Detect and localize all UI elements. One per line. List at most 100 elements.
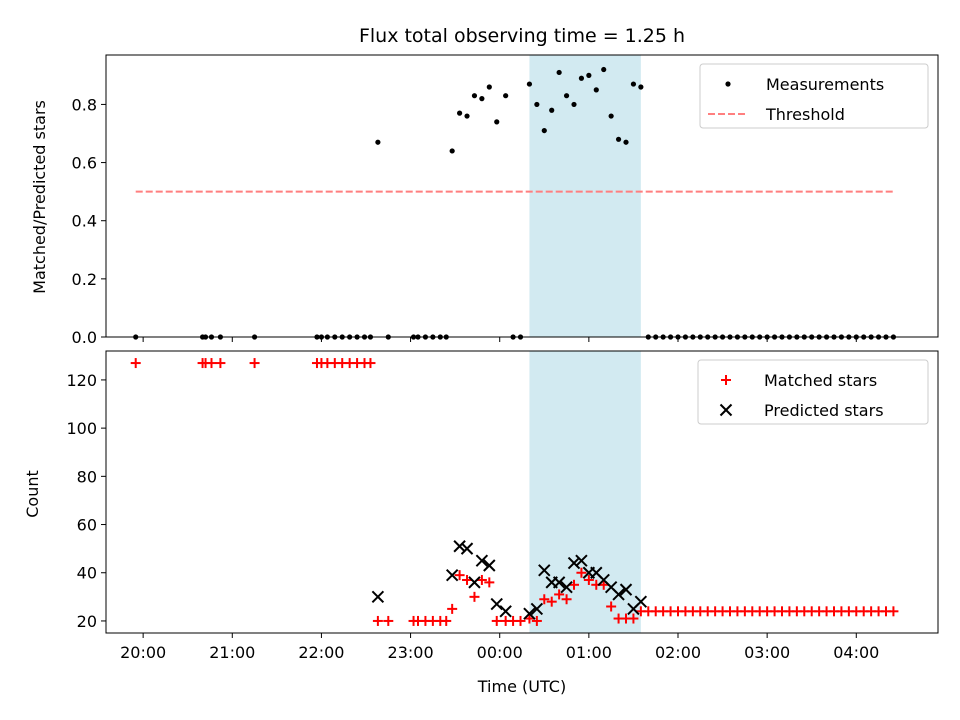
x-b (538, 564, 551, 577)
x-b (619, 583, 633, 596)
x-b (499, 605, 512, 618)
data-point (457, 110, 463, 116)
axes-frame (105, 54, 939, 338)
data-point (524, 613, 535, 624)
data-point (526, 81, 533, 87)
data-point (538, 564, 551, 577)
x-b (612, 588, 625, 601)
data-point (593, 87, 599, 93)
data-point (375, 139, 381, 145)
data-point (888, 606, 899, 617)
legend-label: Matched stars (764, 371, 877, 390)
data-point (634, 595, 648, 608)
x-b (575, 554, 588, 567)
data-point (371, 590, 385, 604)
y-tick-label: 80 (77, 467, 97, 486)
data-point (469, 591, 480, 602)
count-y-axis-label: Count (23, 470, 42, 518)
data-point (499, 605, 512, 618)
data-point (598, 579, 609, 590)
data-point (460, 542, 474, 555)
data-point (575, 554, 588, 567)
legend-label: Predicted stars (764, 401, 884, 420)
data-point (560, 580, 573, 594)
y-tick-label: 0.8 (72, 95, 97, 114)
data-point (623, 139, 629, 145)
data-point (630, 81, 637, 87)
data-point (483, 559, 496, 572)
x-tick-label: 00:00 (477, 643, 523, 662)
x-b (597, 573, 610, 587)
series-matched-stars (130, 358, 899, 626)
data-point (619, 583, 633, 596)
data-point (583, 574, 594, 585)
x-b (634, 595, 648, 608)
data-point (486, 84, 492, 90)
data-point (383, 615, 394, 626)
y-tick-label: 0.0 (72, 328, 97, 347)
data-point (606, 601, 617, 612)
y-tick-label: 20 (77, 612, 97, 631)
x-tick-label: 22:00 (298, 643, 344, 662)
y-tick-label: 100 (66, 419, 97, 438)
y-tick-label: 0.4 (72, 212, 97, 231)
legend: Matched stars Predicted stars (697, 359, 929, 425)
data-point (552, 576, 566, 589)
data-point (638, 84, 644, 90)
data-point (546, 596, 557, 607)
x-b (590, 566, 603, 579)
series-predicted-stars (371, 540, 648, 620)
data-point (462, 574, 473, 585)
ratio-panel: 0.0 0.2 0.4 0.6 0.8 Measurements Threshold (72, 54, 939, 347)
axes-frame (105, 350, 939, 634)
x-b (490, 597, 503, 611)
x-b (453, 540, 466, 553)
x-tick-label: 20:00 (120, 643, 166, 662)
legend: Measurements Threshold (699, 63, 929, 129)
x-b (552, 576, 566, 589)
y-tick-label: 40 (77, 564, 97, 583)
data-point (571, 101, 577, 108)
data-point (503, 93, 509, 99)
data-point (479, 96, 485, 102)
x-b (371, 590, 385, 604)
legend-label: Measurements (766, 75, 884, 94)
x-tick-label: 02:00 (655, 643, 701, 662)
data-point (249, 358, 260, 369)
data-point (441, 615, 452, 626)
x-b (475, 554, 489, 567)
legend-box (699, 63, 929, 129)
data-point (563, 93, 570, 99)
x-b (460, 542, 474, 555)
data-point (578, 75, 585, 81)
data-point (447, 603, 458, 614)
data-point (534, 101, 540, 108)
data-point (576, 567, 587, 578)
x-b (530, 602, 544, 616)
data-point (615, 136, 622, 142)
data-point (372, 615, 383, 626)
data-point (531, 615, 542, 626)
data-point (365, 358, 376, 369)
x-tick-label: 01:00 (566, 643, 612, 662)
data-point (523, 607, 536, 620)
data-point (484, 577, 495, 588)
data-point (215, 358, 226, 369)
legend-marker (725, 81, 731, 87)
data-point (476, 574, 487, 585)
data-point (539, 594, 550, 605)
x-b (468, 576, 481, 589)
data-point (608, 113, 614, 119)
x-b (560, 580, 573, 594)
y-tick-label: 120 (66, 371, 97, 390)
x-tick-label: 23:00 (388, 643, 434, 662)
y-tick-label: 60 (77, 516, 97, 535)
data-point (549, 107, 555, 113)
y-tick-label: 0.6 (72, 154, 97, 173)
chart-title: Flux total observing time = 1.25 h (359, 25, 685, 47)
data-point (586, 72, 592, 78)
data-point (468, 576, 481, 589)
data-point (490, 597, 503, 611)
data-point (601, 66, 607, 73)
